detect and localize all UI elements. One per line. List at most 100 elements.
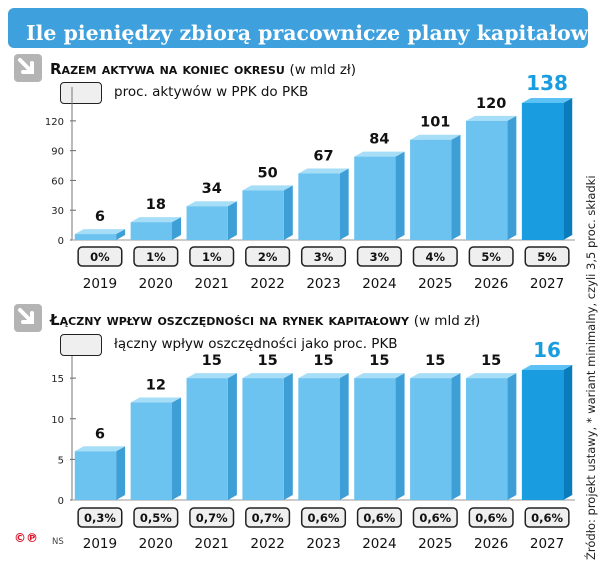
bar-top (298, 373, 349, 379)
bar-top (465, 373, 517, 379)
data-label: 15 (258, 353, 278, 369)
data-label: 138 (526, 71, 568, 95)
y-tick-label: 0 (58, 236, 64, 247)
bar (410, 139, 452, 240)
bar (354, 156, 396, 240)
bar-top (354, 373, 405, 379)
percent-label: 0,5% (140, 511, 172, 525)
bar-side (339, 373, 349, 500)
data-label: 16 (533, 338, 561, 362)
y-tick-label: 60 (51, 176, 64, 187)
legend2-swatch (60, 334, 102, 356)
bar (74, 451, 117, 500)
percent-label: 0,7% (196, 511, 228, 525)
data-label: 6 (95, 426, 105, 442)
x-tick-label: 2023 (306, 536, 340, 552)
x-tick-label: 2023 (306, 276, 340, 292)
percent-label: 0,3% (84, 511, 116, 525)
x-tick-label: 2026 (474, 536, 508, 552)
x-tick-label: 2027 (530, 536, 564, 552)
data-label: 15 (313, 353, 333, 369)
bar-side (172, 397, 182, 500)
percent-label: 0,6% (308, 511, 340, 525)
bar (74, 234, 117, 240)
x-tick-label: 2024 (362, 276, 396, 292)
bar-side (563, 98, 573, 241)
section1-title: Razem aktywa na koniec okresu (w mld zł) (50, 60, 357, 78)
percent-label: 0,6% (363, 511, 395, 525)
bar-side (395, 373, 405, 500)
x-tick-label: 2025 (418, 536, 452, 552)
publisher-logo: ©℗ (14, 531, 38, 545)
y-tick-label: 120 (45, 117, 64, 128)
x-tick-label: 2024 (362, 536, 396, 552)
percent-box (524, 246, 570, 267)
y-tick-label: 30 (51, 206, 64, 217)
source-note: Źródło: projekt ustawy, * wariant minima… (584, 175, 598, 560)
percent-box (189, 507, 235, 528)
data-label: 15 (481, 353, 501, 369)
percent-label: 0,7% (252, 511, 284, 525)
percent-box (356, 246, 402, 267)
bar-side (172, 217, 182, 240)
percent-box (77, 246, 123, 267)
bar (410, 378, 452, 500)
percent-box (412, 246, 458, 267)
percent-box (133, 246, 179, 267)
percent-box (300, 507, 347, 528)
percent-box (133, 507, 179, 528)
bar (130, 402, 173, 500)
arrow-down-right-icon (14, 54, 42, 82)
data-label: 6 (95, 209, 105, 225)
percent-label: 0,6% (475, 511, 507, 525)
y-tick-label: 90 (51, 147, 64, 158)
bar (465, 120, 508, 240)
data-label: 50 (258, 165, 278, 181)
y-tick-label: 0 (58, 496, 64, 507)
bar-side (227, 201, 237, 240)
bar-top (465, 115, 517, 121)
legend1-text: proc. aktywów w PPK do PKB (114, 84, 309, 100)
percent-label: 5% (537, 250, 557, 264)
x-tick-label: 2021 (195, 536, 229, 552)
assets-bar-chart: 0 30 60 90 120 6 0% 2019 18 1% 2020 34 1% 2021 50 2% 202… (45, 71, 575, 292)
percent-box (468, 246, 514, 267)
percent-label: 1% (202, 250, 222, 264)
percent-label: 5% (481, 250, 501, 264)
data-label: 18 (146, 197, 166, 213)
y-tick-label: 10 (51, 415, 64, 426)
x-tick-label: 2019 (83, 276, 117, 292)
bar-top (186, 201, 237, 207)
percent-label: 3% (314, 250, 334, 264)
bar (242, 190, 284, 240)
x-tick-label: 2020 (139, 536, 173, 552)
percent-box (356, 507, 402, 528)
data-label: 15 (202, 353, 222, 369)
bar-side (563, 365, 573, 500)
chart-title: Ile pieniędzy zbiorą pracownicze plany k… (26, 21, 600, 45)
bar (298, 378, 340, 500)
bar (186, 378, 228, 500)
bar-side (116, 229, 126, 240)
bar-top (130, 217, 182, 223)
bar-top (354, 151, 405, 157)
percent-label: 2% (258, 250, 278, 264)
bar (354, 378, 396, 500)
bar-top (410, 134, 461, 140)
percent-label: 4% (426, 250, 446, 264)
percent-label: 0,6% (419, 511, 451, 525)
section2-title: Łączny wpływ oszczędności na rynek kapit… (50, 311, 481, 329)
bar-top (186, 373, 237, 379)
bar-top (410, 373, 461, 379)
percent-box (245, 246, 291, 267)
bar (242, 378, 284, 500)
bar-side (451, 134, 461, 240)
bar-top (242, 185, 293, 191)
percent-box (245, 507, 291, 528)
data-label: 15 (425, 353, 445, 369)
data-label: 120 (476, 96, 506, 112)
y-tick-label: 15 (51, 374, 64, 385)
percent-box (468, 507, 514, 528)
bar-side (395, 151, 405, 240)
data-label: 34 (202, 181, 222, 197)
